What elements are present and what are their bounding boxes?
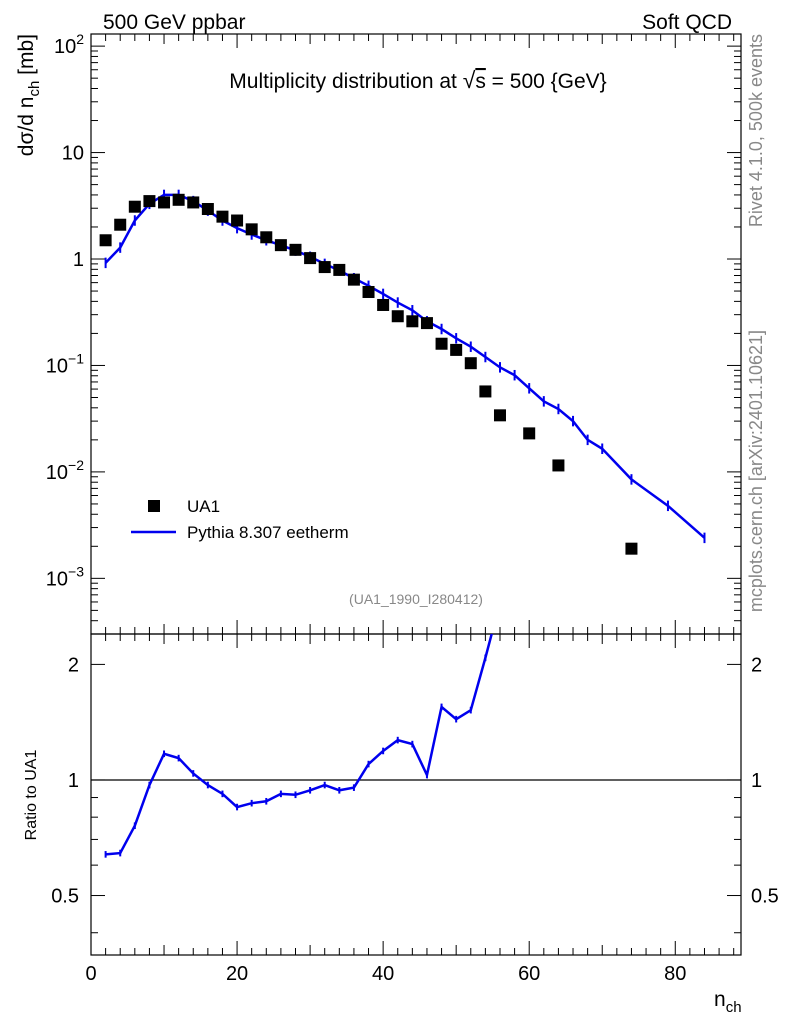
y-tick-label: 102 [54,31,84,58]
ratio-y-axis-label: Ratio to UA1 [23,750,40,841]
main-y-axis-label: dσ/d nch [mb] [15,34,43,156]
ua1-point [406,315,419,328]
legend-pythia-label: Pythia 8.307 eetherm [187,523,349,542]
ua1-point [172,193,185,206]
ua1-point [523,427,536,440]
ua1-point [143,195,156,208]
ratio-panel: 0.5 0.51 12 20 20 40 60 80 Ratio to UA1 nch [23,633,779,1016]
ua1-point [128,200,141,213]
ua1-point [347,273,360,286]
x-axis-label: nch [714,988,742,1016]
main-panel: 102 10 1 10−1 10−2 10−3 Multiplicity distribu… [15,31,742,635]
y-tick-label: 10−3 [46,563,84,590]
ratio-y-tick-label-right: 2 [751,654,762,676]
ua1-point [333,263,346,276]
ua1-point [289,243,302,256]
header-right-label: Soft QCD [642,11,732,34]
main-y-tick-labels: 102 10 1 10−1 10−2 10−3 [46,31,84,590]
ua1-point [158,196,171,209]
ua1-point [377,298,390,311]
ua1-series [99,193,638,555]
y-tick-label: 10 [62,143,84,165]
main-plot-frame [90,33,742,635]
ratio-y-tick-label-right: 0.5 [751,886,779,908]
ua1-point [201,203,214,216]
y-tick-label: 10−2 [46,457,84,484]
x-tick-label: 40 [372,963,394,985]
ua1-point [391,310,404,323]
legend-ua1-label: UA1 [187,497,220,516]
analysis-watermark: (UA1_1990_I280412) [349,591,483,607]
chart-title: Multiplicity distribution at √s = 500 {G… [229,67,606,93]
x-tick-label: 0 [85,963,96,985]
x-tick-label: 60 [518,963,540,985]
ua1-point [493,409,506,422]
ratio-series [104,634,493,858]
ratio-plot-frame [90,633,742,956]
ratio-tick-labels: 0.5 0.51 12 20 20 40 60 80 [51,654,779,985]
ratio-y-tick-label-left: 1 [68,770,79,792]
ua1-point [318,261,331,274]
x-tick-label: 20 [226,963,248,985]
pythia-series [104,189,706,544]
legend-ua1-marker [148,500,160,512]
ratio-line [105,634,493,856]
header-left-label: 500 GeV ppbar [103,11,245,34]
ua1-point [114,218,127,231]
ua1-point [479,385,492,398]
pythia-line [104,193,706,539]
ua1-point [552,459,565,472]
ua1-point [450,343,463,356]
ua1-point [435,337,448,350]
x-tick-label: 80 [664,963,686,985]
main-ticks [90,34,741,635]
ua1-point [464,357,477,370]
legend: UA1 Pythia 8.307 eetherm [131,497,349,542]
ratio-y-tick-label-right: 1 [751,770,762,792]
ua1-point [304,252,317,265]
ua1-point [187,196,200,209]
ua1-point [362,285,375,298]
ua1-point [245,223,258,236]
rivet-info-label: Rivet 4.1.0, 500k events [746,34,766,227]
y-tick-label: 1 [73,249,84,271]
ua1-point [420,317,433,330]
ratio-y-tick-label-left: 0.5 [51,886,79,908]
ua1-point [625,542,638,555]
ua1-point [99,234,112,247]
ua1-point [216,210,229,223]
ratio-y-tick-label-left: 2 [68,654,79,676]
ua1-point [260,231,273,244]
ua1-point [274,239,287,252]
y-tick-label: 10−1 [46,350,84,377]
ratio-ticks [90,634,741,955]
ua1-point [231,214,244,227]
mcplots-info-label: mcplots.cern.ch [arXiv:2401.10621] [746,330,766,612]
